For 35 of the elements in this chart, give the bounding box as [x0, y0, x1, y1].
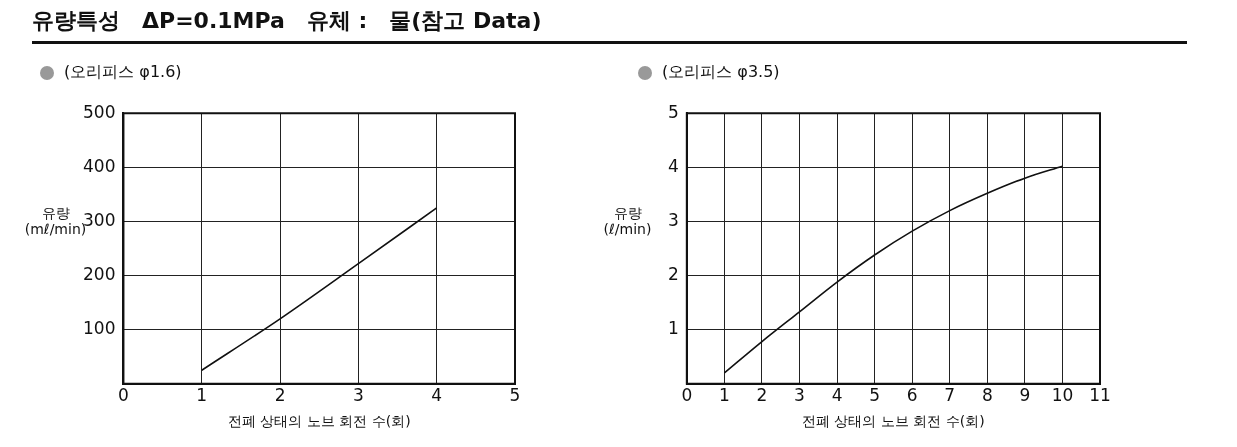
x-tick-label: 8 — [981, 385, 993, 406]
x-tick-label: 1 — [196, 385, 208, 406]
x-tick-label: 4 — [831, 385, 843, 406]
x-tick-label: 0 — [681, 385, 693, 406]
chart-subtitle: (오리피스 φ3.5) — [662, 62, 780, 83]
y-tick-label: 200 — [82, 263, 116, 284]
x-axis-title: 전폐 상태의 노브 회전 수(회) — [802, 413, 985, 430]
x-tick-label: 7 — [944, 385, 956, 406]
x-axis-title: 전폐 상태의 노브 회전 수(회) — [227, 413, 411, 430]
y-axis-title: 유량 (ℓ/min) — [602, 205, 653, 237]
chart-title: 유량특성 ΔP=0.1MPa 유체 : 물(참고 Data) — [32, 7, 542, 35]
y-tick-label: 400 — [82, 155, 116, 176]
x-tick-label: 5 — [509, 385, 521, 406]
x-tick-label: 2 — [756, 385, 768, 406]
line-series — [723, 165, 1064, 374]
y-tick-label: 2 — [667, 263, 679, 284]
y-tick-label: 5 — [667, 101, 679, 122]
chart-subtitle: (오리피스 φ1.6) — [64, 62, 182, 83]
x-tick-label: 10 — [1051, 385, 1074, 406]
y-tick-label: 100 — [82, 318, 116, 339]
x-tick-label: 0 — [118, 385, 129, 406]
x-tick-label: 5 — [869, 385, 881, 406]
x-tick-label: 2 — [274, 385, 286, 406]
y-tick-label: 500 — [82, 101, 116, 122]
x-tick-label: 1 — [718, 385, 730, 406]
x-tick-label: 4 — [431, 385, 443, 406]
y-tick-label: 4 — [667, 155, 679, 176]
x-tick-label: 11 — [1089, 385, 1111, 406]
line-series — [200, 207, 438, 372]
y-tick-label: 3 — [667, 209, 679, 230]
y-tick-label: 1 — [667, 318, 679, 339]
x-tick-label: 3 — [352, 385, 364, 406]
x-tick-label: 3 — [794, 385, 805, 406]
x-tick-label: 6 — [906, 385, 918, 406]
x-tick-label: 9 — [1019, 385, 1031, 406]
